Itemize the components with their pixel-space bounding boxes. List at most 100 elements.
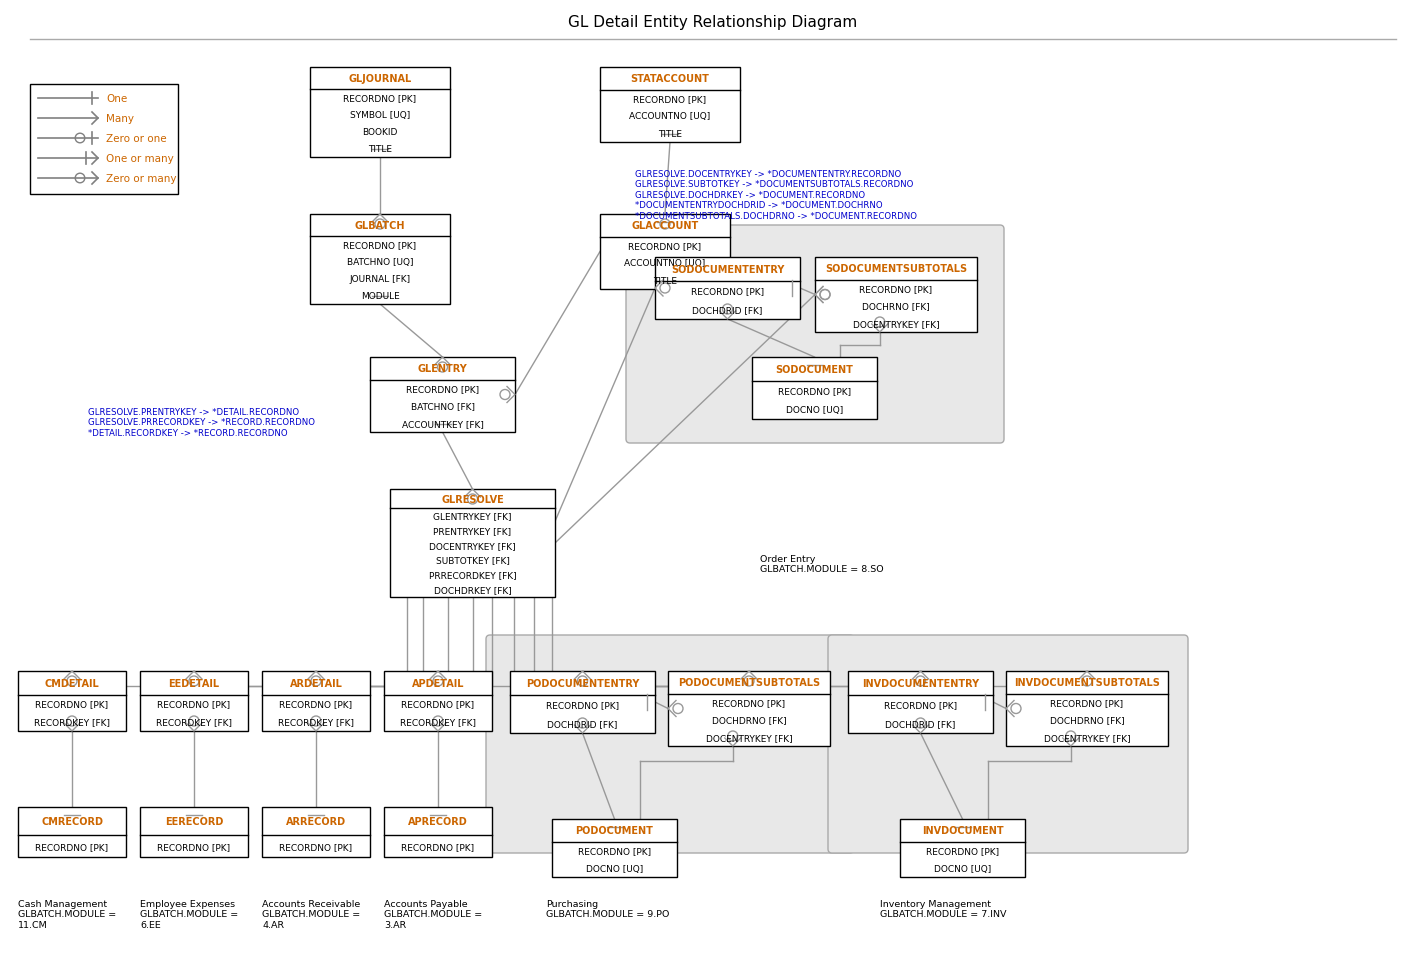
Text: RECORDKEY [FK]: RECORDKEY [FK] <box>278 718 354 727</box>
Text: GLRESOLVE.PRENTRYKEY -> *DETAIL.RECORDNO
GLRESOLVE.PRRECORDKEY -> *RECORD.RECORD: GLRESOLVE.PRENTRYKEY -> *DETAIL.RECORDNO… <box>88 407 315 438</box>
Text: SODOCUMENTSUBTOTALS: SODOCUMENTSUBTOTALS <box>824 264 967 275</box>
Text: GLENTRY: GLENTRY <box>418 364 468 374</box>
Text: TITLE: TITLE <box>653 276 677 285</box>
Text: DOCHDRNO [FK]: DOCHDRNO [FK] <box>712 715 786 725</box>
Text: DOCHDRID [FK]: DOCHDRID [FK] <box>692 306 763 315</box>
Bar <box>369 358 515 433</box>
Text: Many: Many <box>106 114 134 124</box>
Text: EERECORD: EERECORD <box>165 817 224 827</box>
Text: DOCNO [UQ]: DOCNO [UQ] <box>786 405 843 414</box>
Text: RECORDNO [PK]: RECORDNO [PK] <box>633 95 706 104</box>
Text: SODOCUMENTENTRY: SODOCUMENTENTRY <box>670 265 784 275</box>
Text: Purchasing
GLBATCH.MODULE = 9.PO: Purchasing GLBATCH.MODULE = 9.PO <box>546 899 669 918</box>
Text: One or many: One or many <box>106 153 174 164</box>
Text: RECORDNO [PK]: RECORDNO [PK] <box>157 700 231 708</box>
Text: GL Detail Entity Relationship Diagram: GL Detail Entity Relationship Diagram <box>569 15 857 29</box>
Text: PODOCUMENTSUBTOTALS: PODOCUMENTSUBTOTALS <box>677 678 820 688</box>
FancyBboxPatch shape <box>829 635 1188 853</box>
Text: Order Entry
GLBATCH.MODULE = 8.SO: Order Entry GLBATCH.MODULE = 8.SO <box>760 554 884 573</box>
Text: DOCENTRYKEY [FK]: DOCENTRYKEY [FK] <box>429 541 516 550</box>
Bar <box>552 819 677 877</box>
Text: BATCHNO [FK]: BATCHNO [FK] <box>411 402 475 411</box>
Bar <box>262 807 369 857</box>
Text: RECORDNO [PK]: RECORDNO [PK] <box>344 94 416 103</box>
Text: RECORDKEY [FK]: RECORDKEY [FK] <box>155 718 232 727</box>
Bar <box>19 807 125 857</box>
Text: GLBATCH: GLBATCH <box>355 221 405 231</box>
Text: RECORDNO [PK]: RECORDNO [PK] <box>157 842 231 851</box>
Text: Accounts Payable
GLBATCH.MODULE =
3.AR: Accounts Payable GLBATCH.MODULE = 3.AR <box>384 899 482 929</box>
Text: RECORDNO [PK]: RECORDNO [PK] <box>692 287 764 296</box>
Text: STATACCOUNT: STATACCOUNT <box>630 74 710 84</box>
Text: RECORDNO [PK]: RECORDNO [PK] <box>402 700 475 708</box>
Text: GLRESOLVE: GLRESOLVE <box>441 494 503 504</box>
Text: Accounts Receivable
GLBATCH.MODULE =
4.AR: Accounts Receivable GLBATCH.MODULE = 4.A… <box>262 899 361 929</box>
Text: DOCHDRID [FK]: DOCHDRID [FK] <box>548 719 617 729</box>
Text: ARRECORD: ARRECORD <box>287 817 347 827</box>
Bar <box>384 671 492 731</box>
Text: Inventory Management
GLBATCH.MODULE = 7.INV: Inventory Management GLBATCH.MODULE = 7.… <box>880 899 1007 918</box>
Text: DOCNO [UQ]: DOCNO [UQ] <box>934 864 991 872</box>
Text: CMRECORD: CMRECORD <box>41 817 103 827</box>
Text: RECORDKEY [FK]: RECORDKEY [FK] <box>34 718 110 727</box>
Text: INVDOCUMENTSUBTOTALS: INVDOCUMENTSUBTOTALS <box>1014 678 1159 688</box>
Text: GLENTRYKEY [FK]: GLENTRYKEY [FK] <box>434 512 512 521</box>
Text: PODOCUMENT: PODOCUMENT <box>576 826 653 835</box>
Text: Zero or many: Zero or many <box>106 174 177 184</box>
Bar <box>1005 671 1168 746</box>
Text: APRECORD: APRECORD <box>408 817 468 827</box>
Bar <box>752 358 877 419</box>
Text: DOCENTRYKEY [FK]: DOCENTRYKEY [FK] <box>706 733 793 742</box>
Text: RECORDNO [PK]: RECORDNO [PK] <box>36 842 108 851</box>
Text: RECORDNO [PK]: RECORDNO [PK] <box>629 241 702 251</box>
Bar <box>600 215 730 290</box>
Text: PRRECORDKEY [FK]: PRRECORDKEY [FK] <box>429 571 516 579</box>
Text: TITLE: TITLE <box>657 130 682 139</box>
Text: SODOCUMENT: SODOCUMENT <box>776 364 853 375</box>
Bar <box>309 215 451 305</box>
Text: DOCNO [UQ]: DOCNO [UQ] <box>586 864 643 872</box>
Text: DOCHDRID [FK]: DOCHDRID [FK] <box>886 719 955 729</box>
Bar <box>511 671 655 734</box>
Text: GLACCOUNT: GLACCOUNT <box>632 221 699 232</box>
Text: RECORDNO [PK]: RECORDNO [PK] <box>36 700 108 708</box>
Text: RECORDNO [PK]: RECORDNO [PK] <box>860 284 933 294</box>
Text: DOCHRNO [FK]: DOCHRNO [FK] <box>863 302 930 311</box>
Text: INVDOCUMENT: INVDOCUMENT <box>921 826 1004 835</box>
Text: RECORDNO [PK]: RECORDNO [PK] <box>1051 699 1124 707</box>
Bar <box>384 807 492 857</box>
Text: RECORDNO [PK]: RECORDNO [PK] <box>779 387 851 396</box>
Text: RECORDNO [PK]: RECORDNO [PK] <box>402 842 475 851</box>
Bar <box>389 489 555 597</box>
Text: DOCENTRYKEY [FK]: DOCENTRYKEY [FK] <box>1044 733 1131 742</box>
Text: RECORDNO [PK]: RECORDNO [PK] <box>344 240 416 250</box>
Bar <box>848 671 992 734</box>
Text: GLJOURNAL: GLJOURNAL <box>348 74 412 84</box>
Bar <box>600 68 740 143</box>
Bar <box>30 85 178 194</box>
Bar <box>900 819 1025 877</box>
Bar <box>262 671 369 731</box>
Text: ACCOUNTNO [UQ]: ACCOUNTNO [UQ] <box>625 259 706 268</box>
Text: SUBTOTKEY [FK]: SUBTOTKEY [FK] <box>435 556 509 565</box>
Text: DOCENTRYKEY [FK]: DOCENTRYKEY [FK] <box>853 319 940 328</box>
Text: MODULE: MODULE <box>361 292 399 301</box>
Bar <box>19 671 125 731</box>
Text: RECORDNO [PK]: RECORDNO [PK] <box>713 699 786 707</box>
Text: RECORDNO [PK]: RECORDNO [PK] <box>546 701 619 709</box>
Text: DOCHDRKEY [FK]: DOCHDRKEY [FK] <box>434 585 512 594</box>
Bar <box>667 671 830 746</box>
Text: PRENTRYKEY [FK]: PRENTRYKEY [FK] <box>434 527 512 535</box>
Text: BOOKID: BOOKID <box>362 128 398 137</box>
Text: TITLE: TITLE <box>368 145 392 153</box>
Text: INVDOCUMENTENTRY: INVDOCUMENTENTRY <box>861 678 980 689</box>
Text: Cash Management
GLBATCH.MODULE =
11.CM: Cash Management GLBATCH.MODULE = 11.CM <box>19 899 117 929</box>
Text: RECORDNO [PK]: RECORDNO [PK] <box>279 842 352 851</box>
Text: EEDETAIL: EEDETAIL <box>168 678 220 688</box>
Text: DOCHDRNO [FK]: DOCHDRNO [FK] <box>1050 715 1124 725</box>
Text: GLRESOLVE.DOCENTRYKEY -> *DOCUMENTENTRY.RECORDNO
GLRESOLVE.SUBTOTKEY -> *DOCUMEN: GLRESOLVE.DOCENTRYKEY -> *DOCUMENTENTRY.… <box>635 170 917 221</box>
Bar <box>309 68 451 158</box>
Bar <box>140 807 248 857</box>
Text: RECORDNO [PK]: RECORDNO [PK] <box>925 846 1000 855</box>
Bar <box>816 258 977 332</box>
